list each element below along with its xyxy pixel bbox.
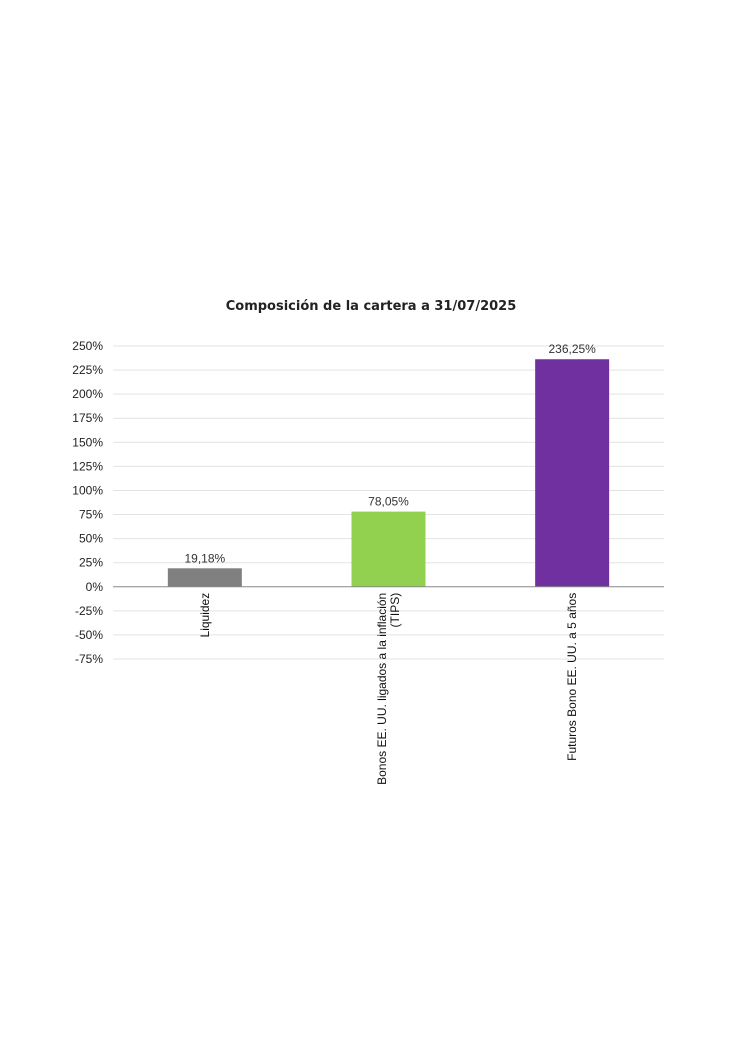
y-tick-label: 100% xyxy=(72,483,103,497)
y-tick-label: 75% xyxy=(79,508,103,522)
x-axis-ticks: Liquidez Bonos EE. UU. ligados a la infla… xyxy=(198,593,579,785)
y-axis-ticks: 250% 225% 200% 175% 150% 125% 100% 75% 50% 25% 0% -… xyxy=(72,339,103,666)
y-tick-label: 200% xyxy=(72,387,103,401)
chart-title: Composición de la cartera a 31/07/2025 xyxy=(226,299,517,314)
y-tick-label: -75% xyxy=(75,652,103,666)
y-tick-label: 25% xyxy=(79,556,103,570)
y-tick-label: 0% xyxy=(86,580,104,594)
y-tick-label: 50% xyxy=(79,532,103,546)
x-tick-label: Liquidez xyxy=(198,593,212,638)
bar xyxy=(351,511,426,587)
y-tick-label: 175% xyxy=(72,411,103,425)
data-label: 19,18% xyxy=(184,551,225,565)
data-label: 78,05% xyxy=(368,495,409,509)
data-label: 236,25% xyxy=(548,342,596,356)
y-tick-label: 150% xyxy=(72,435,103,449)
bar xyxy=(167,568,242,587)
x-tick-label: Bonos EE. UU. ligados a la inflación xyxy=(375,593,389,785)
bar xyxy=(535,359,610,587)
y-tick-label: -50% xyxy=(75,628,103,642)
x-tick-label: Futuros Bono EE. UU. a 5 años xyxy=(565,593,579,761)
x-tick-label: (TIPS) xyxy=(388,593,402,628)
y-tick-label: -25% xyxy=(75,604,103,618)
bars xyxy=(167,359,610,587)
y-tick-label: 225% xyxy=(72,363,103,377)
data-labels: 19,18% 78,05% 236,25% xyxy=(184,342,596,565)
y-tick-label: 250% xyxy=(72,339,103,353)
y-tick-label: 125% xyxy=(72,459,103,473)
